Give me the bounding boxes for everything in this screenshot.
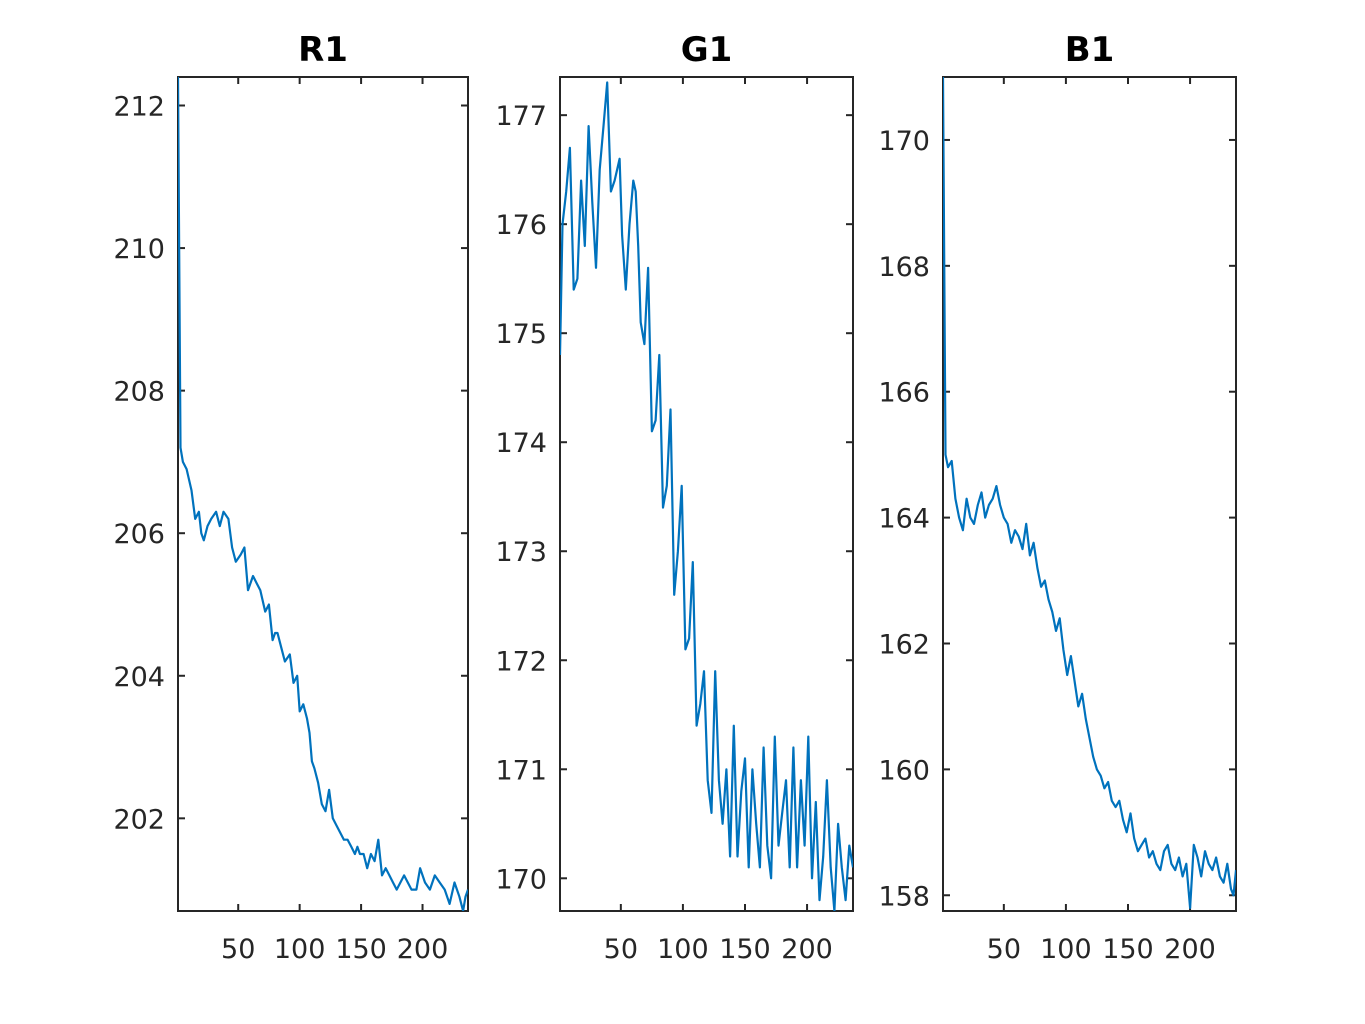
x-tick-label: 50 — [221, 934, 255, 965]
y-tick-label: 176 — [495, 210, 547, 241]
series-line — [178, 77, 468, 911]
x-tick-labels: 50 100 150 200 — [221, 934, 448, 965]
y-tick-label: 174 — [495, 428, 547, 459]
y-tick-labels: 202 204 206 208 210 212 — [113, 92, 165, 836]
plot-area — [942, 76, 1237, 912]
plot-area — [177, 76, 469, 912]
y-tick-labels: 170 171 172 173 174 175 176 177 — [495, 101, 547, 895]
subplot-title: G1 — [681, 30, 733, 70]
x-tick-label: 150 — [335, 934, 387, 965]
y-tick-label: 170 — [495, 864, 547, 895]
subplot-title: B1 — [1065, 30, 1115, 70]
y-tick-label: 171 — [495, 755, 547, 786]
x-tick-labels: 50 100 150 200 — [987, 934, 1216, 965]
series-line — [560, 81, 853, 911]
x-tick-label: 50 — [987, 934, 1021, 965]
y-tick-label: 206 — [113, 519, 165, 550]
y-tick-label: 204 — [113, 662, 165, 693]
x-tick-labels: 50 100 150 200 — [604, 934, 833, 965]
y-tick-label: 166 — [878, 378, 930, 409]
y-tick-label: 162 — [878, 629, 930, 660]
y-tick-label: 212 — [113, 92, 165, 123]
x-tick-label: 100 — [274, 934, 326, 965]
y-tick-label: 168 — [878, 252, 930, 283]
y-tick-label: 164 — [878, 504, 930, 535]
y-tick-label: 177 — [495, 101, 547, 132]
x-tick-label: 150 — [1102, 934, 1154, 965]
subplot-r1: R1 50 100 150 200 202 204 206 208 210 212 — [113, 30, 469, 965]
y-tick-label: 160 — [878, 755, 930, 786]
series-line — [943, 77, 1236, 909]
subplot-b1: B1 50 100 150 200 158 160 162 164 166 168 170 — [878, 30, 1237, 965]
subplot-g1: G1 50 100 150 200 170 171 172 173 174 175 176 177 — [495, 30, 854, 965]
x-tick-label: 200 — [781, 934, 833, 965]
x-tick-label: 100 — [657, 934, 709, 965]
y-tick-label: 210 — [113, 234, 165, 265]
y-tick-label: 158 — [878, 881, 930, 912]
x-tick-label: 200 — [397, 934, 449, 965]
tick-marks — [560, 77, 853, 911]
y-tick-labels: 158 160 162 164 166 168 170 — [878, 126, 930, 912]
subplot-title: R1 — [298, 30, 348, 70]
y-tick-label: 170 — [878, 126, 930, 157]
x-tick-label: 50 — [604, 934, 638, 965]
y-tick-label: 172 — [495, 646, 547, 677]
y-tick-label: 173 — [495, 537, 547, 568]
y-tick-label: 175 — [495, 319, 547, 350]
x-tick-label: 150 — [719, 934, 771, 965]
x-tick-label: 100 — [1040, 934, 1092, 965]
y-tick-label: 202 — [113, 804, 165, 835]
x-tick-label: 200 — [1164, 934, 1216, 965]
y-tick-label: 208 — [113, 377, 165, 408]
